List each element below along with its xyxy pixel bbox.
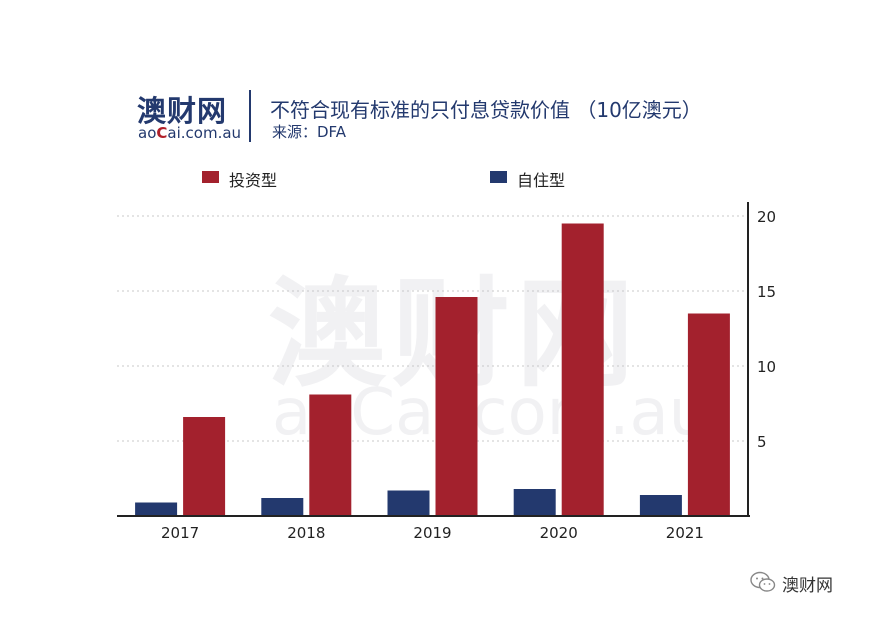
- x-tick-label: 2017: [161, 524, 199, 542]
- bar-owner-occupier: [387, 490, 430, 516]
- x-tick-label: 2021: [666, 524, 704, 542]
- bar-investor: [435, 297, 478, 516]
- bar-owner-occupier: [639, 495, 682, 516]
- bar-owner-occupier: [261, 498, 304, 516]
- legend-swatch-owner: [490, 171, 507, 183]
- chart-title: 不符合现有标准的只付息贷款价值 （10亿澳元）: [270, 98, 702, 122]
- bar-investor: [561, 223, 604, 516]
- legend-label-investor: 投资型: [229, 171, 278, 190]
- logo-cn: 澳财网: [137, 94, 228, 128]
- logo-divider: [249, 90, 251, 142]
- y-tick-label: 20: [757, 208, 776, 226]
- y-tick-label: 5: [757, 433, 767, 451]
- legend-swatch-investor: [202, 171, 219, 183]
- chart-source: 来源：DFA: [272, 123, 347, 141]
- y-tick-label: 15: [757, 283, 776, 301]
- footer-brand: 澳财网: [782, 576, 833, 596]
- logo-en-o: o: [147, 124, 157, 142]
- logo-en: aoCai.com.au: [138, 124, 241, 142]
- logo-en-a: a: [138, 124, 148, 142]
- logo-en-c: C: [156, 124, 168, 142]
- bar-investor: [309, 394, 352, 516]
- bar-investor: [183, 417, 226, 516]
- bar-investor: [687, 313, 730, 516]
- x-tick-label: 2019: [413, 524, 451, 542]
- y-tick-label: 10: [757, 358, 776, 376]
- bar-owner-occupier: [135, 502, 178, 516]
- wechat-icon: [750, 571, 776, 592]
- legend-label-owner: 自住型: [517, 171, 566, 190]
- logo-en-domain: ai.com.au: [167, 124, 242, 142]
- x-tick-label: 2018: [287, 524, 325, 542]
- bar-owner-occupier: [513, 489, 556, 516]
- x-tick-label: 2020: [540, 524, 578, 542]
